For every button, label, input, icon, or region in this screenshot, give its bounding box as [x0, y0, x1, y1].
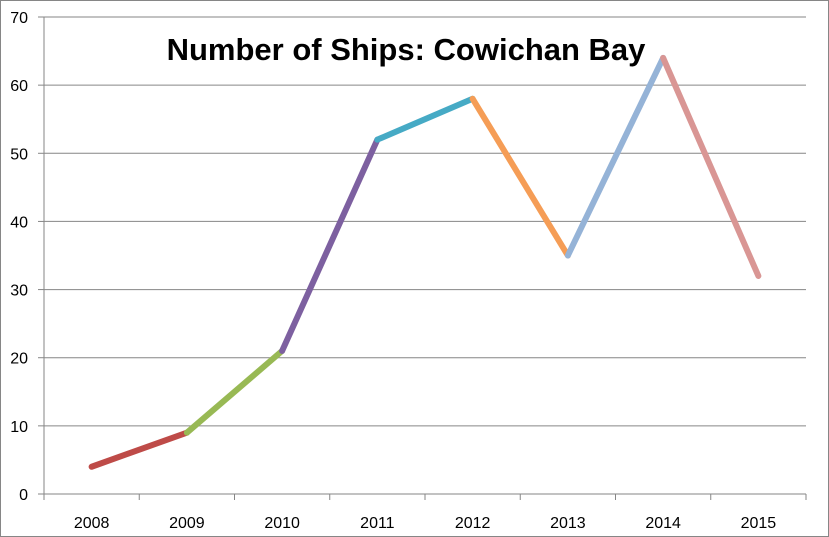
line-segment-2012-2013	[469, 95, 571, 259]
x-tick-label: 2011	[360, 515, 395, 532]
y-tick-label: 70	[10, 10, 28, 27]
x-tick-label: 2010	[264, 515, 300, 532]
line-segment-2009-2010	[183, 347, 286, 436]
y-tick-label: 40	[10, 214, 28, 231]
line-segment-2013-2014	[564, 54, 667, 259]
y-tick-label: 0	[19, 487, 28, 504]
tick-labels: 0 10 20 30 40 50 60 70 2008 2009 2010 2011 2012 2013 2…	[10, 10, 776, 532]
y-tick-label: 60	[10, 78, 28, 95]
chart-title: Number of Ships: Cowichan Bay	[167, 32, 647, 67]
x-tick-label: 2014	[645, 515, 681, 532]
x-tick-label: 2013	[550, 515, 586, 532]
gridlines	[44, 16, 806, 427]
line-segment-2014-2015	[660, 54, 762, 279]
x-tick-label: 2012	[455, 515, 491, 532]
x-tick-label: 2015	[741, 515, 777, 532]
line-segment-2011-2012	[374, 95, 476, 143]
y-tick-label: 20	[10, 351, 28, 368]
y-tick-label: 50	[10, 146, 28, 163]
y-tick-label: 10	[10, 419, 28, 436]
line-segment-2010-2011	[279, 136, 381, 354]
x-tick-label: 2009	[169, 515, 205, 532]
series-line	[88, 54, 762, 470]
x-tick-label: 2008	[74, 515, 110, 532]
y-tick-label: 30	[10, 283, 28, 300]
axes	[38, 16, 807, 500]
line-segment-2008-2009	[88, 429, 190, 470]
